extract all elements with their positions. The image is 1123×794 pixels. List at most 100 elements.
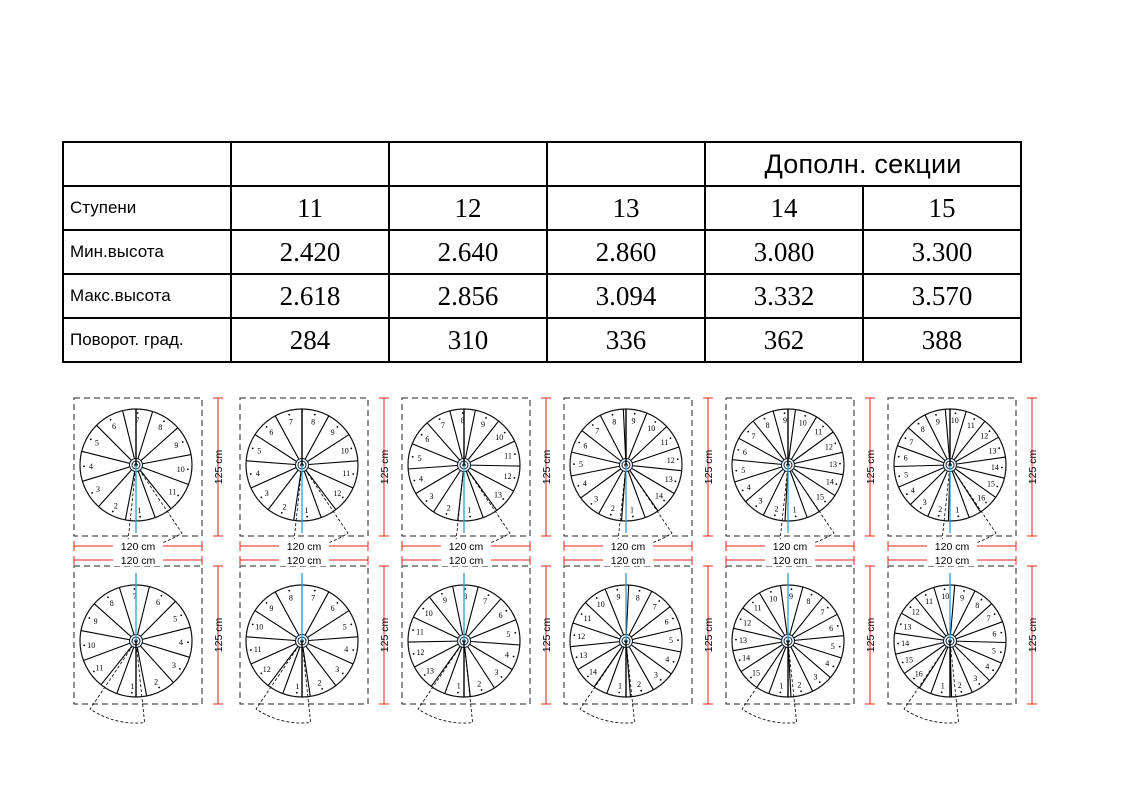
tread-number: 2: [283, 503, 287, 512]
tread-number: 5: [992, 647, 996, 656]
tread-number: 2: [797, 681, 801, 690]
staircase-diagram-12-cw: 1 2 3 4 5 6 7 8 9 10 11 12 120 cm 125 cm: [228, 388, 400, 556]
tread-number: 4: [419, 474, 423, 483]
tread-number: 5: [95, 439, 99, 448]
tread-number: 9: [632, 417, 636, 426]
tread-number: 4: [89, 462, 93, 471]
tread-number: 12: [416, 648, 424, 657]
tread-number: 3: [973, 674, 977, 683]
tread-number: 5: [741, 466, 745, 475]
tread-number: 5: [904, 471, 908, 480]
tread-number: 6: [331, 604, 335, 613]
tread-number: 12: [743, 618, 751, 627]
tread-number: 16: [977, 493, 985, 502]
tread-number: 14: [826, 478, 834, 487]
tread-number: 1: [618, 682, 622, 691]
cell-rotation-3: 362: [704, 317, 864, 363]
tread-number: 8: [975, 601, 979, 610]
tread-number: 5: [579, 460, 583, 469]
tread-number: 6: [269, 428, 273, 437]
width-dimension-label: 120 cm: [121, 541, 156, 553]
width-dimension-label: 120 cm: [611, 556, 646, 567]
tread-number: 4: [179, 638, 183, 647]
tread-number: 7: [821, 608, 825, 617]
width-dimension-label: 120 cm: [121, 556, 156, 567]
tread-number: 11: [169, 487, 177, 496]
tread-number: 11: [925, 597, 933, 606]
tread-number: 9: [443, 596, 447, 605]
tread-number: 14: [901, 639, 909, 648]
width-dimension-label: 120 cm: [935, 556, 970, 567]
width-dimension-label: 120 cm: [773, 556, 808, 567]
staircase-diagram-14-ccw: 1 2 3 4 5 6 7 8 9 10 11 12 13 14 120 cm 125 cm: [552, 556, 724, 724]
staircase-diagram-11-cw: 1 2 3 4 5 6 7 8 9 10 11 120 cm 125 cm: [62, 388, 234, 556]
tread-number: 13: [665, 475, 673, 484]
width-dimension-label: 120 cm: [773, 541, 808, 553]
tread-number: 1: [305, 506, 309, 515]
tread-number: 12: [504, 472, 512, 481]
tread-number: 12: [577, 632, 585, 641]
tread-number: 8: [158, 423, 162, 432]
tread-number: 14: [589, 668, 597, 677]
tread-number: 1: [296, 682, 300, 691]
blank-cell: [388, 141, 548, 187]
cell-steps-2: 13: [546, 185, 706, 231]
tread-number: 4: [256, 469, 260, 478]
tread-number: 10: [941, 592, 949, 601]
tread-number: 4: [583, 479, 587, 488]
staircase-plan-diagrams: 1 2 3 4 5 6 7 8 9 10 11 120 cm 125 cm 1 2 3 4 5 6 7 8 9 10 11 12…: [0, 388, 1123, 724]
tread-number: 14: [991, 463, 999, 472]
tread-number: 6: [425, 435, 429, 444]
tread-number: 4: [911, 486, 915, 495]
tread-number: 14: [742, 654, 750, 663]
cell-rotation-2: 336: [546, 317, 706, 363]
height-dimension-label: 125 cm: [865, 450, 877, 485]
tread-number: 8: [289, 593, 293, 602]
tread-number: 6: [665, 618, 669, 627]
width-dimension-label: 120 cm: [287, 556, 322, 567]
tread-number: 2: [938, 505, 942, 514]
tread-number: 6: [156, 598, 160, 607]
tread-number: 11: [504, 452, 512, 461]
width-dimension-label: 120 cm: [449, 541, 484, 553]
tread-number: 6: [743, 448, 747, 457]
staircase-diagram-15-cw: 1 2 3 4 5 6 7 8 9 10 11 12 13 14 15 120 cm 125 cm: [714, 388, 886, 556]
tread-number: 13: [579, 651, 587, 660]
tread-number: 11: [754, 604, 762, 613]
tread-number: 10: [769, 595, 777, 604]
height-dimension-label: 125 cm: [379, 618, 391, 653]
tread-number: 2: [114, 501, 118, 510]
tread-number: 15: [752, 669, 760, 678]
tread-number: 14: [655, 492, 663, 501]
cell-min-height-2: 2.860: [546, 229, 706, 275]
height-dimension-label: 125 cm: [703, 450, 715, 485]
tread-number: 2: [447, 503, 451, 512]
cell-min-height-3: 3.080: [704, 229, 864, 275]
tread-number: 10: [425, 609, 433, 618]
row-label-rotation: Поворот. град.: [62, 317, 232, 363]
tread-number: 6: [992, 630, 996, 639]
cell-max-height-4: 3.570: [861, 273, 1023, 319]
tread-number: 8: [766, 421, 770, 430]
diagram-row-counterclockwise: 1 2 3 4 5 6 7 8 9 10 11 120 cm 125 cm 1 2 3 4 5 6 7 8 9 10 11 12…: [0, 556, 1123, 724]
tread-number: 7: [752, 432, 756, 441]
staircase-diagram-14-cw: 1 2 3 4 5 6 7 8 9 10 11 12 13 14 120 cm 125 cm: [552, 388, 724, 556]
tread-number: 9: [174, 441, 178, 450]
blank-cell: [62, 141, 232, 187]
height-dimension-label: 125 cm: [541, 618, 553, 653]
tread-number: 1: [467, 506, 471, 515]
tread-number: 8: [461, 416, 465, 425]
tread-number: 7: [135, 416, 139, 425]
tread-number: 11: [814, 428, 822, 437]
height-dimension-label: 125 cm: [213, 450, 225, 485]
cell-steps-3: 14: [704, 185, 864, 231]
tread-number: 1: [955, 505, 959, 514]
tread-number: 11: [967, 421, 975, 430]
tread-number: 7: [289, 417, 293, 426]
tread-number: 1: [779, 682, 783, 691]
tread-number: 2: [318, 679, 322, 688]
